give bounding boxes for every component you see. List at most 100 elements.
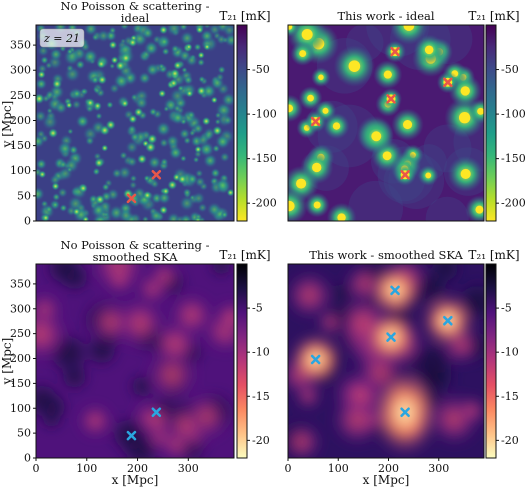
halo-blob [85,136,95,146]
halo-blob [66,166,73,173]
marker-stroke [390,46,400,57]
panel-title: ideal [121,11,150,25]
bright-region [149,264,180,292]
halo-blob [65,101,73,109]
y-tick-label: 0 [24,215,31,228]
halo-blob [203,43,211,51]
halo-blob [90,75,100,85]
halo-blob [106,101,114,109]
halo-core [296,178,307,189]
redshift-box [39,28,85,48]
x-tick-label: 300 [178,462,199,475]
marker-cross [310,116,321,127]
halo-core [307,94,314,102]
colorbar: -50 -100 -150 -200 T₂₁ [mK] [219,9,277,222]
halo-blob [215,72,225,82]
halo-blob [170,44,180,54]
colorbar-frame [485,263,497,459]
halo-blob [201,116,211,126]
halo-blob [58,141,73,156]
halo-blob [130,93,139,102]
halo-core [301,29,313,41]
bright-region [78,403,113,439]
marker-stroke [310,354,321,365]
halo-blob [119,151,128,160]
marker-stroke [151,169,162,180]
halo-blob [96,29,111,43]
heatmap-image [288,264,484,458]
halo-blob [71,99,82,110]
dark-region [209,264,234,278]
bright-region [88,299,134,346]
marker-stroke [400,407,410,418]
halo-blob [80,87,88,96]
halo-blob [191,191,206,206]
halo-blob [109,83,120,94]
halo-blob [192,122,204,135]
halo-core [313,201,321,209]
halo-blob [75,114,90,129]
halo-blob [214,133,231,150]
colorbar-tick-label: -5 [501,302,512,315]
marker-stroke [443,77,453,88]
colorbar-gradient [237,25,247,221]
halo-core [348,60,361,72]
halo-blob [210,167,221,179]
marker-cross [390,46,400,57]
halo-blob [93,101,102,111]
halo-blob [158,89,167,98]
colorbar: -50 -100 -150 -200 T₂₁ [mK] [468,9,525,222]
marker-cross [390,285,400,296]
colorbar-label: T₂₁ [mK] [468,248,519,262]
x-axis-label: x [Mpc] [112,473,159,487]
halo-blob [185,53,199,67]
fog-blob [348,180,404,221]
halo-blob [141,26,155,40]
marker-cross [386,332,396,342]
halo-blob [67,128,74,135]
halo-blob [101,182,110,192]
halo-blob [158,62,165,70]
halo-blob [165,25,183,37]
y-tick-label: 200 [10,114,31,127]
panel-title: No Poisson & scattering - [61,238,210,252]
marker-cross [151,407,162,418]
bright-region [163,403,207,448]
halo-blob [128,180,138,190]
halo-blob [90,202,107,219]
halo-blob [57,187,68,198]
halo-blob [161,187,170,196]
halo-core [475,205,484,214]
halo-blob [148,107,158,117]
panel-title: smoothed SKA [93,250,179,264]
halo-blob [109,63,116,70]
halo-core [288,25,293,30]
halo-blob [201,83,217,99]
halo-blob [92,167,101,176]
halo-blob [143,174,151,182]
halo-blob [37,70,46,79]
x-tick-label: 200 [378,462,399,475]
plot-frame [287,263,485,459]
marker-cross [400,169,410,180]
colorbar: -5 -10 -15 -20 T₂₁ [mK] [219,248,271,459]
halo-core [288,200,295,212]
colorbar-tick-label: -20 [501,434,519,447]
halo-blob [66,48,74,56]
y-tick-label: 150 [10,139,31,152]
halo-blob [183,136,192,145]
halo-blob [169,68,181,79]
panel-3: No Poisson & scattering -smoothed SKA 0 50… [10,238,271,475]
colorbar-tick-label: -15 [501,390,519,403]
halo-blob [72,88,82,99]
halo-blob [72,207,81,216]
colorbar-tick-label: -10 [501,346,519,359]
halo-core [458,112,471,124]
halo-blob [94,157,104,168]
halo-blob [41,213,50,221]
halo-blob [193,216,203,221]
halo-blob [115,60,126,71]
halo-blob [185,43,193,51]
halo-blob [163,105,170,113]
colorbar-tick-label: -150 [501,152,525,165]
